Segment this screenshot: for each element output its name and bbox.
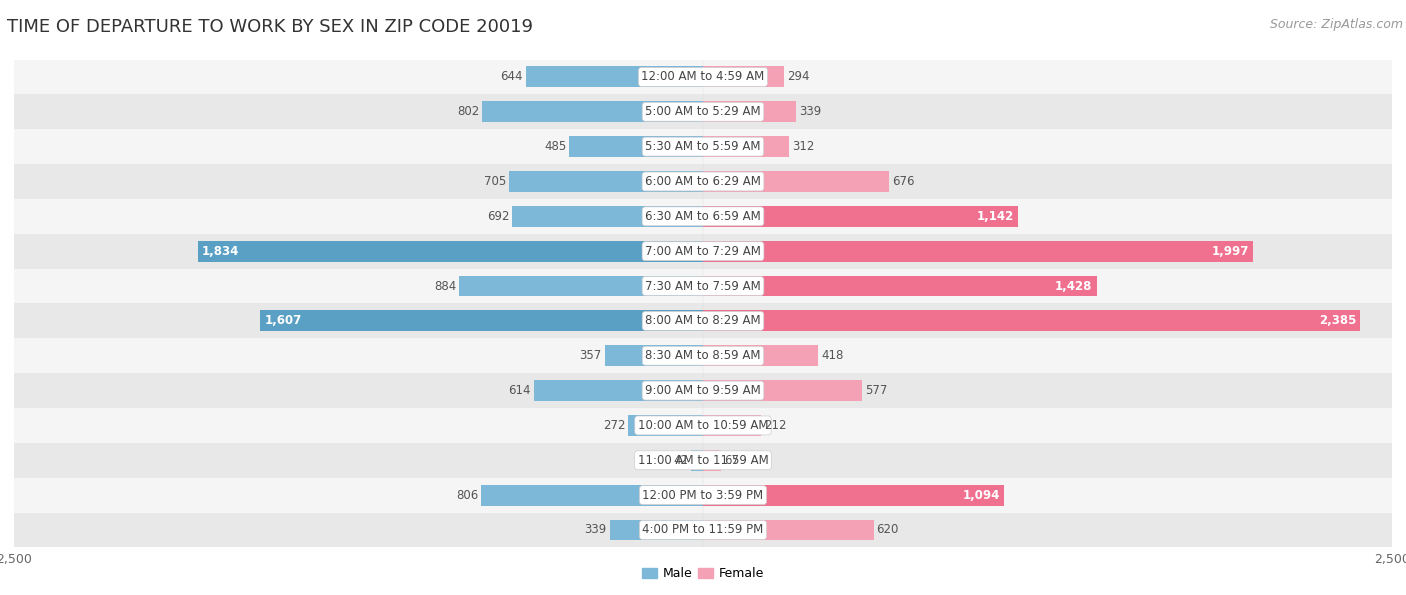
Bar <box>703 450 721 471</box>
Text: 2,385: 2,385 <box>1319 314 1357 327</box>
Text: 12:00 AM to 4:59 AM: 12:00 AM to 4:59 AM <box>641 70 765 83</box>
Text: 8:00 AM to 8:29 AM: 8:00 AM to 8:29 AM <box>645 314 761 327</box>
Bar <box>703 519 875 540</box>
Text: 212: 212 <box>765 419 787 432</box>
Bar <box>198 241 703 262</box>
Text: 12:00 PM to 3:59 PM: 12:00 PM to 3:59 PM <box>643 488 763 502</box>
Text: 8:30 AM to 8:59 AM: 8:30 AM to 8:59 AM <box>645 349 761 362</box>
Bar <box>509 171 703 192</box>
Text: 11:00 AM to 11:59 AM: 11:00 AM to 11:59 AM <box>638 454 768 466</box>
Text: 6:30 AM to 6:59 AM: 6:30 AM to 6:59 AM <box>645 210 761 223</box>
Bar <box>703 171 889 192</box>
Bar <box>703 415 762 436</box>
Text: 312: 312 <box>792 140 814 153</box>
Bar <box>703 67 785 87</box>
Text: 705: 705 <box>484 175 506 188</box>
Text: Source: ZipAtlas.com: Source: ZipAtlas.com <box>1270 18 1403 31</box>
Bar <box>14 339 1392 373</box>
Bar <box>14 478 1392 512</box>
Text: 42: 42 <box>673 454 689 466</box>
Text: 7:00 AM to 7:29 AM: 7:00 AM to 7:29 AM <box>645 245 761 258</box>
Bar <box>14 268 1392 303</box>
Text: 339: 339 <box>799 105 821 118</box>
Text: 272: 272 <box>603 419 626 432</box>
Text: 485: 485 <box>544 140 567 153</box>
Text: 577: 577 <box>865 384 887 397</box>
Text: TIME OF DEPARTURE TO WORK BY SEX IN ZIP CODE 20019: TIME OF DEPARTURE TO WORK BY SEX IN ZIP … <box>7 18 533 36</box>
Text: 644: 644 <box>501 70 523 83</box>
Text: 620: 620 <box>876 524 898 537</box>
Bar <box>703 275 1097 296</box>
Text: 802: 802 <box>457 105 479 118</box>
Text: 884: 884 <box>434 280 457 293</box>
Bar <box>14 303 1392 339</box>
Text: 10:00 AM to 10:59 AM: 10:00 AM to 10:59 AM <box>638 419 768 432</box>
Text: 4:00 PM to 11:59 PM: 4:00 PM to 11:59 PM <box>643 524 763 537</box>
Bar <box>481 485 703 506</box>
Bar <box>14 95 1392 129</box>
Bar <box>703 485 1004 506</box>
Text: 692: 692 <box>486 210 509 223</box>
Bar <box>512 206 703 227</box>
Text: 1,094: 1,094 <box>963 488 1000 502</box>
Text: 9:00 AM to 9:59 AM: 9:00 AM to 9:59 AM <box>645 384 761 397</box>
Bar <box>703 345 818 366</box>
Bar <box>703 136 789 157</box>
Bar <box>605 345 703 366</box>
Bar <box>703 206 1018 227</box>
Text: 418: 418 <box>821 349 844 362</box>
Text: 1,142: 1,142 <box>976 210 1014 223</box>
Text: 1,834: 1,834 <box>201 245 239 258</box>
Text: 294: 294 <box>787 70 810 83</box>
Text: 614: 614 <box>509 384 531 397</box>
Bar <box>703 101 796 122</box>
Text: 1,997: 1,997 <box>1212 245 1249 258</box>
Bar <box>526 67 703 87</box>
Bar <box>14 512 1392 547</box>
Text: 5:00 AM to 5:29 AM: 5:00 AM to 5:29 AM <box>645 105 761 118</box>
Bar <box>482 101 703 122</box>
Text: 676: 676 <box>891 175 914 188</box>
Bar <box>260 311 703 331</box>
Bar <box>692 450 703 471</box>
Text: 6:00 AM to 6:29 AM: 6:00 AM to 6:29 AM <box>645 175 761 188</box>
Bar <box>14 373 1392 408</box>
Bar <box>460 275 703 296</box>
Bar <box>14 60 1392 95</box>
Bar <box>610 519 703 540</box>
Text: 5:30 AM to 5:59 AM: 5:30 AM to 5:59 AM <box>645 140 761 153</box>
Bar <box>14 443 1392 478</box>
Bar <box>14 164 1392 199</box>
Bar <box>703 380 862 401</box>
Bar <box>14 199 1392 234</box>
Bar <box>569 136 703 157</box>
Bar <box>703 311 1360 331</box>
Bar <box>628 415 703 436</box>
Bar <box>534 380 703 401</box>
Text: 1,428: 1,428 <box>1054 280 1092 293</box>
Bar <box>14 234 1392 268</box>
Bar <box>14 408 1392 443</box>
Bar <box>14 129 1392 164</box>
Text: 357: 357 <box>579 349 602 362</box>
Text: 806: 806 <box>456 488 478 502</box>
Text: 7:30 AM to 7:59 AM: 7:30 AM to 7:59 AM <box>645 280 761 293</box>
Text: 339: 339 <box>585 524 607 537</box>
Text: 67: 67 <box>724 454 740 466</box>
Text: 1,607: 1,607 <box>264 314 301 327</box>
Legend: Male, Female: Male, Female <box>637 562 769 585</box>
Bar <box>703 241 1253 262</box>
